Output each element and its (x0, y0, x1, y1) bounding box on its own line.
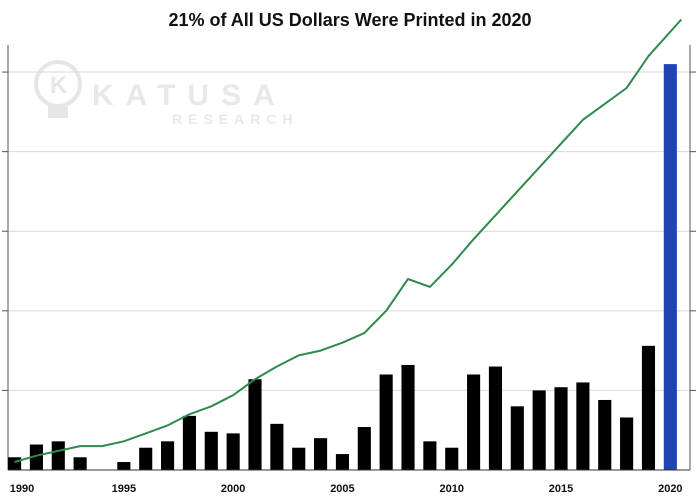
right-axis-line (689, 45, 696, 470)
katusa-research-watermark: K KATUSA RESEARCH (34, 60, 299, 127)
bar-2002 (270, 423, 284, 470)
x-tick-label-1995: 1995 (112, 483, 136, 495)
bar-1999 (204, 431, 218, 470)
bar-2012 (488, 366, 503, 470)
gridlines (8, 71, 690, 391)
x-tick-label-2005: 2005 (330, 483, 354, 495)
bar-2001 (248, 379, 262, 470)
bar-1998 (182, 415, 196, 470)
bar-2005 (335, 454, 349, 470)
line-series (14, 18, 683, 463)
bar-1995 (117, 462, 131, 470)
bar-2016 (576, 382, 590, 470)
bar-2010 (445, 447, 459, 470)
bar-2004 (314, 438, 328, 470)
bar-2017 (598, 399, 612, 470)
chart-title: 21% of All US Dollars Were Printed in 20… (168, 10, 532, 30)
bar-2020-highlight (663, 64, 677, 470)
svg-text:K: K (50, 72, 68, 99)
watermark-sub-text: RESEARCH (172, 111, 299, 127)
bar-series (8, 64, 677, 470)
x-tick-label-2000: 2000 (221, 483, 245, 495)
bar-2003 (292, 447, 306, 470)
bar-2018 (620, 417, 634, 470)
bar-1996 (139, 447, 153, 470)
bar-2015 (554, 387, 568, 470)
bar-1992 (51, 441, 65, 470)
bar-1997 (161, 441, 175, 470)
bar-2011 (467, 374, 481, 470)
bar-2008 (401, 364, 415, 470)
lightbulb-logo-icon: K (34, 60, 82, 118)
y-axis-line (2, 45, 9, 470)
bar-2000 (226, 433, 240, 470)
bar-2009 (423, 441, 437, 470)
x-tick-label-2010: 2010 (439, 483, 463, 495)
bar-1990 (8, 457, 22, 470)
x-tick-label-1990: 1990 (10, 483, 34, 495)
bar-2013 (510, 406, 524, 470)
bar-1991 (29, 444, 43, 470)
bar-2007 (379, 374, 393, 470)
watermark-main-text: KATUSA (92, 79, 287, 112)
bar-2019 (641, 345, 656, 470)
bar-2014 (532, 390, 546, 470)
bar-2006 (357, 427, 371, 470)
bar-1993 (73, 457, 87, 470)
x-tick-label-2020: 2020 (658, 483, 682, 495)
x-tick-label-2015: 2015 (549, 483, 573, 495)
x-axis-ticks: 1990 1995 2000 2005 2010 2015 2020 (8, 469, 690, 495)
money-supply-line (14, 18, 683, 463)
